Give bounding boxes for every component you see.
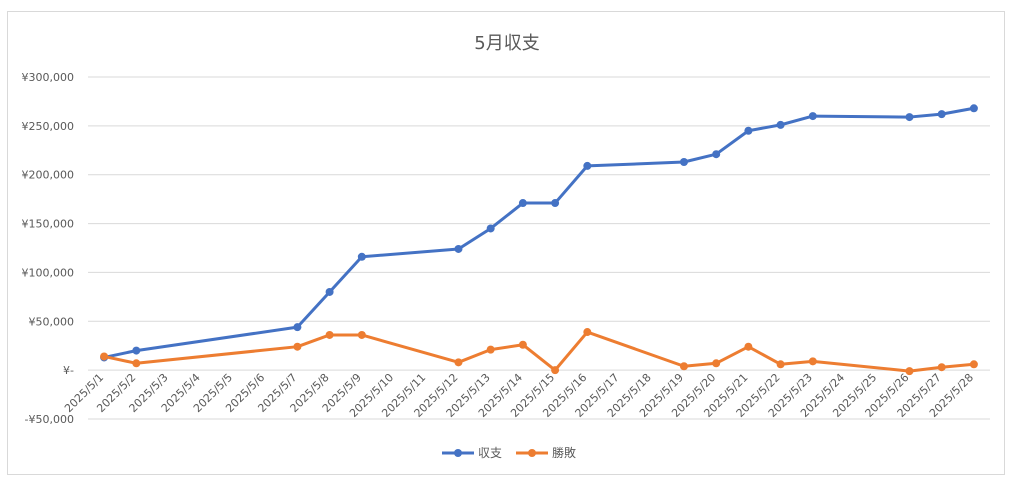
data-point (776, 360, 785, 369)
data-point (325, 330, 334, 339)
data-point (357, 252, 366, 261)
series-lines (100, 104, 978, 376)
legend-label: 収支 (478, 446, 502, 460)
data-point (937, 110, 946, 119)
data-point (808, 112, 817, 121)
data-point (486, 224, 495, 233)
chart-title: 5月収支 (474, 33, 539, 54)
data-point (969, 104, 978, 113)
data-point (712, 150, 721, 159)
legend-marker (528, 449, 536, 457)
data-point (132, 359, 141, 368)
data-point (776, 120, 785, 129)
data-point (293, 342, 302, 351)
data-point (325, 287, 334, 296)
y-tick-label: ¥150,000 (22, 218, 75, 231)
x-axis: 2025/5/12025/5/22025/5/32025/5/42025/5/5… (62, 371, 976, 420)
y-tick-label: ¥250,000 (22, 120, 75, 133)
data-point (905, 367, 914, 376)
data-point (454, 358, 463, 367)
legend-label: 勝敗 (552, 445, 576, 460)
chart-area: 5月収支 -¥50,000 ¥- ¥50,000 ¥100,000 ¥150,000 ¥2… (7, 11, 1005, 475)
y-tick-label: ¥100,000 (22, 266, 75, 279)
data-point (744, 342, 753, 351)
y-axis: -¥50,000 ¥- ¥50,000 ¥100,000 ¥150,000 ¥200,00… (22, 71, 75, 426)
data-point (969, 360, 978, 369)
data-point (808, 357, 817, 366)
data-point (744, 126, 753, 135)
legend: 収支 勝敗 (442, 445, 576, 460)
data-point (518, 340, 527, 349)
data-point (679, 362, 688, 371)
data-point (357, 330, 366, 339)
data-point (679, 158, 688, 167)
y-tick-label: ¥200,000 (22, 169, 75, 182)
data-point (486, 345, 495, 354)
line-chart: 5月収支 -¥50,000 ¥- ¥50,000 ¥100,000 ¥150,000 ¥2… (22, 33, 990, 460)
series-line-2 (103, 330, 975, 373)
legend-marker (454, 449, 462, 457)
data-point (454, 244, 463, 253)
data-point (293, 323, 302, 332)
data-point (551, 366, 560, 375)
data-point (551, 199, 560, 208)
series-line-1 (103, 106, 975, 359)
y-tick-label: ¥300,000 (22, 71, 75, 84)
y-tick-label: ¥- (63, 364, 74, 377)
y-tick-label: ¥50,000 (29, 315, 75, 328)
gridlines (88, 76, 990, 420)
data-point (905, 113, 914, 122)
data-point (132, 346, 141, 355)
data-point (518, 199, 527, 208)
data-point (937, 363, 946, 372)
data-point (583, 328, 592, 337)
data-point (583, 161, 592, 170)
data-point (100, 352, 109, 361)
data-point (712, 359, 721, 368)
y-tick-label: -¥50,000 (25, 413, 74, 426)
